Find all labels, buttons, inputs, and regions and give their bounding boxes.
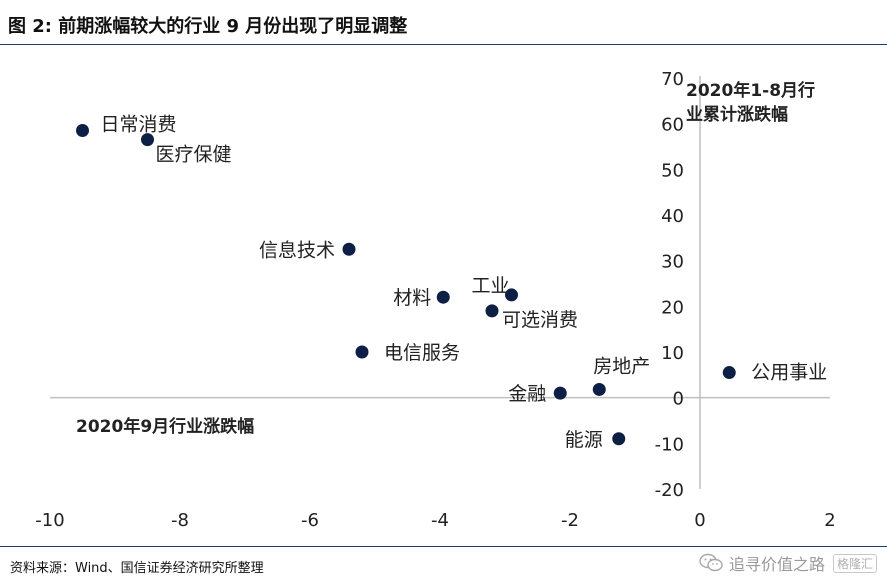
data-point bbox=[76, 124, 89, 138]
data-label: 可选消费 bbox=[502, 309, 578, 331]
x-tick-label: 0 bbox=[694, 510, 705, 531]
x-axis-title: 2020年9月行业涨跌幅 bbox=[76, 416, 254, 437]
data-label: 公用事业 bbox=[751, 362, 827, 384]
watermark: 追寻价值之路 格隆汇 bbox=[699, 551, 877, 575]
figure-footer: 资料来源：Wind、国信证券经济研究所整理 追寻价值之路 格隆汇 bbox=[0, 546, 887, 585]
source-note: 资料来源：Wind、国信证券经济研究所整理 bbox=[10, 561, 264, 576]
data-point bbox=[355, 345, 369, 359]
data-point bbox=[505, 288, 518, 302]
watermark-brand: 格隆汇 bbox=[832, 553, 877, 573]
x-tick-label: -4 bbox=[431, 510, 449, 531]
x-tick-label: 2 bbox=[824, 510, 835, 531]
y-tick-label: 20 bbox=[661, 297, 684, 318]
y-axis-title: 2020年1-8月行业累计涨跌幅 bbox=[686, 80, 815, 125]
y-tick-label: 30 bbox=[661, 252, 684, 273]
watermark-text: 追寻价值之路 bbox=[728, 555, 825, 574]
y-tick-label: 60 bbox=[661, 115, 684, 136]
data-point bbox=[342, 242, 356, 256]
y-tick-label: 40 bbox=[661, 206, 684, 227]
data-point bbox=[485, 304, 499, 318]
data-label: 医疗保健 bbox=[156, 144, 232, 166]
data-label: 能源 bbox=[565, 429, 603, 451]
data-point bbox=[553, 386, 567, 400]
figure-header: 图 2: 前期涨幅较大的行业 9 月份出现了明显调整 bbox=[0, 0, 887, 45]
data-point bbox=[141, 133, 154, 147]
scatter-chart: -10 -8 -6 -4 -2 0 2-20-100102030405060702020年1… bbox=[35, 69, 835, 531]
figure-title: 图 2: 前期涨幅较大的行业 9 月份出现了明显调整 bbox=[8, 16, 408, 37]
data-label: 电信服务 bbox=[384, 342, 460, 364]
y-tick-label: 0 bbox=[673, 389, 684, 410]
data-label: 房地产 bbox=[593, 355, 650, 377]
y-tick-label: 50 bbox=[661, 160, 684, 181]
data-label: 信息技术 bbox=[259, 239, 335, 261]
y-tick-label: 10 bbox=[661, 343, 684, 364]
data-label: 日常消费 bbox=[101, 114, 177, 136]
data-label: 材料 bbox=[393, 287, 431, 309]
x-tick-label: -8 bbox=[171, 510, 189, 531]
data-point bbox=[592, 382, 606, 396]
x-tick-label: -6 bbox=[301, 510, 319, 531]
wechat-icon bbox=[699, 553, 723, 573]
y-tick-label: -20 bbox=[655, 480, 684, 501]
x-tick-label: -2 bbox=[561, 510, 579, 531]
x-tick-label: -10 bbox=[35, 510, 64, 531]
data-point bbox=[436, 290, 450, 304]
data-point bbox=[612, 432, 626, 446]
data-label: 金融 bbox=[508, 383, 546, 405]
y-tick-label: -10 bbox=[655, 434, 684, 455]
data-label: 工业 bbox=[471, 275, 509, 297]
y-tick-label: 70 bbox=[661, 69, 684, 90]
data-point bbox=[722, 366, 736, 380]
